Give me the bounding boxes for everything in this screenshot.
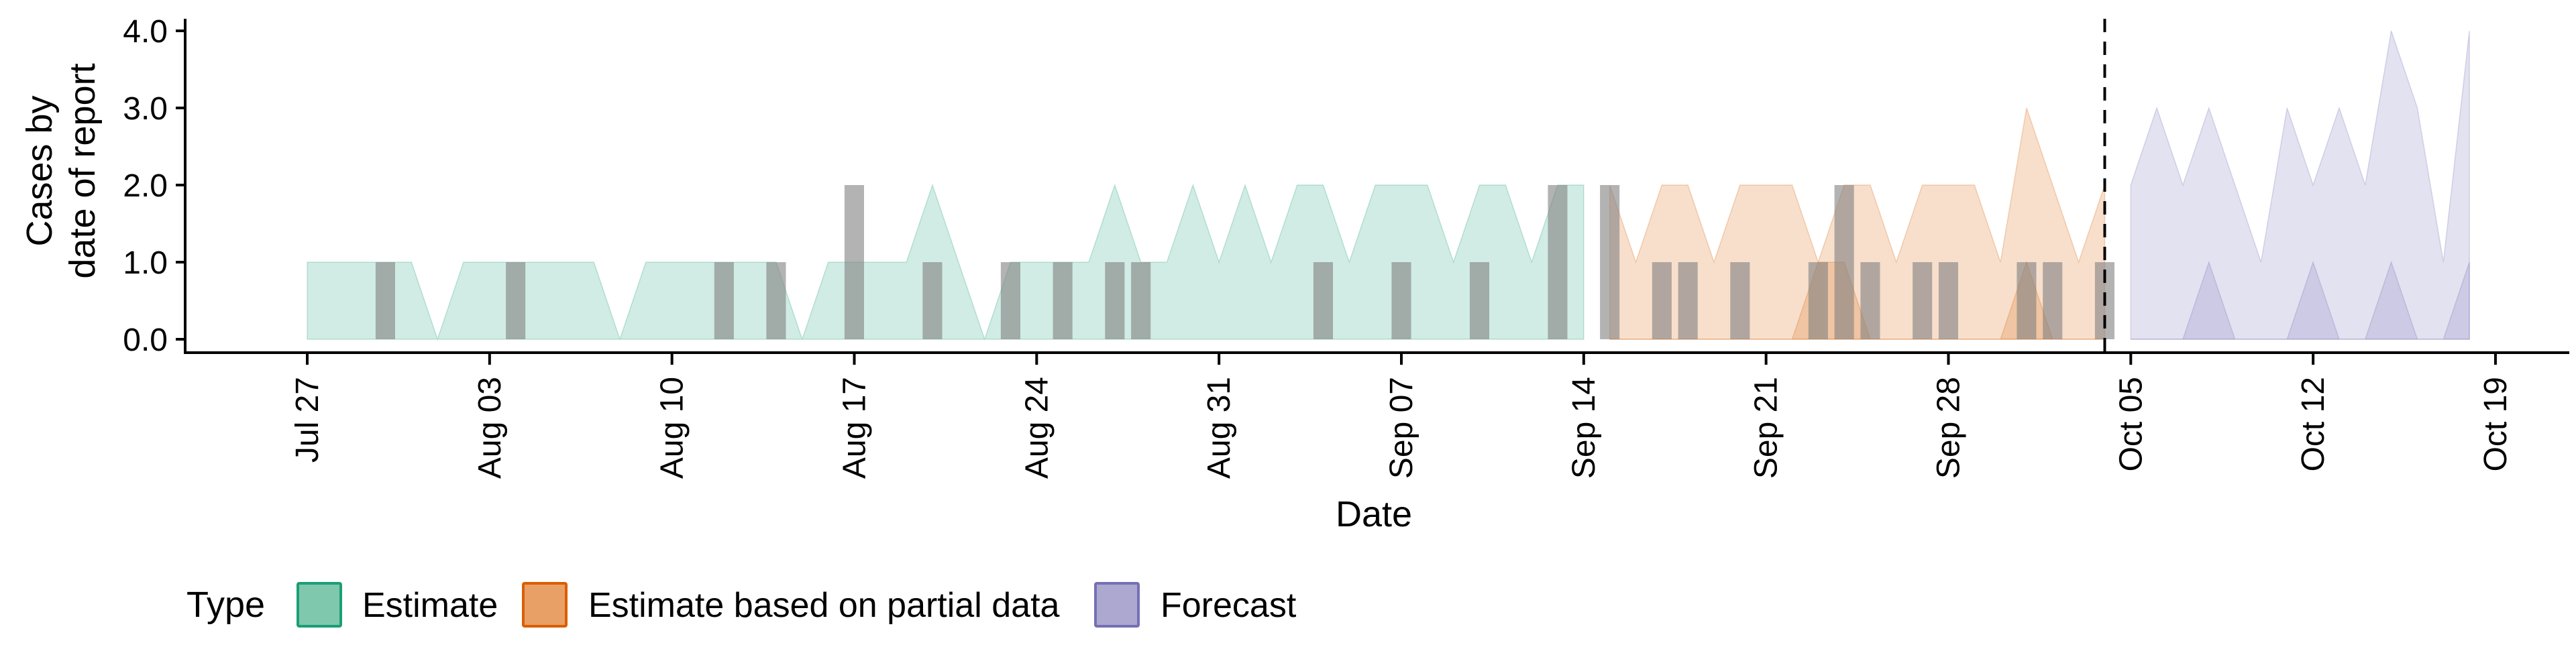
- y-tick-label: 4.0: [123, 14, 168, 50]
- reported-bar: [1548, 185, 1568, 339]
- legend-label-estimate: Estimate: [362, 586, 498, 625]
- reported-bar: [2043, 262, 2063, 339]
- legend-label-partial: Estimate based on partial data: [588, 586, 1060, 625]
- x-ticks: Jul 27 Aug 03 Aug 10 Aug 17 Aug 24 Aug 31 Sep …: [290, 353, 2514, 479]
- reported-bar: [1860, 262, 1880, 339]
- reported-bar: [1938, 262, 1958, 339]
- reported-bar: [1313, 262, 1333, 339]
- legend-title: Type: [186, 585, 265, 625]
- reported-bar: [1652, 262, 1672, 339]
- reported-bar: [1000, 262, 1020, 339]
- x-tick-label: Sep 28: [1931, 377, 1967, 479]
- reported-bar: [1600, 185, 1620, 339]
- x-tick-label: Sep 14: [1566, 377, 1602, 479]
- reported-bar: [1913, 262, 1933, 339]
- y-tick-label: 0.0: [123, 322, 168, 358]
- reported-bar: [844, 185, 864, 339]
- legend-swatch-partial: [522, 582, 568, 628]
- x-tick-label: Aug 10: [655, 377, 690, 479]
- y-tick-label: 3.0: [123, 91, 168, 127]
- band-forecast-0: [2130, 30, 2470, 340]
- y-tick-label: 2.0: [123, 168, 168, 204]
- legend-swatch-estimate: [297, 582, 342, 628]
- x-tick-label: Jul 27: [290, 377, 325, 463]
- x-tick-label: Aug 31: [1201, 377, 1237, 479]
- y-ticks: 0.0 1.0 2.0 3.0 4.0: [123, 14, 185, 358]
- reported-bar: [714, 262, 734, 339]
- bands-layer: [307, 30, 2470, 341]
- y-axis-label-line-2: date of report: [62, 63, 103, 278]
- reported-bar: [1131, 262, 1151, 339]
- reported-bar: [1469, 262, 1489, 339]
- x-tick-label: Sep 07: [1384, 377, 1419, 479]
- reported-bar: [1730, 262, 1750, 339]
- band-forecast-1: [2131, 260, 2470, 340]
- x-tick-label: Aug 17: [837, 377, 873, 479]
- reported-bar: [1678, 262, 1698, 339]
- x-tick-label: Oct 12: [2296, 377, 2331, 471]
- reported-bar: [1391, 262, 1411, 339]
- reported-bar: [922, 262, 943, 339]
- x-tick-label: Oct 05: [2113, 377, 2149, 471]
- legend-swatch-forecast: [1094, 582, 1140, 628]
- reported-bar: [766, 262, 786, 339]
- x-tick-label: Aug 24: [1019, 377, 1055, 479]
- reported-bar: [1834, 185, 1854, 339]
- x-tick-label: Oct 19: [2478, 377, 2514, 471]
- reported-bar: [1053, 262, 1073, 339]
- reported-bar: [506, 262, 526, 339]
- y-axis-label-line-1: Cases by: [19, 95, 60, 246]
- legend: Type Estimate Estimate based on partial …: [186, 582, 1297, 628]
- x-axis-label: Date: [1336, 494, 1412, 534]
- reported-bar: [2017, 262, 2037, 339]
- x-tick-label: Sep 21: [1749, 377, 1784, 479]
- reported-bar: [1105, 262, 1125, 339]
- y-tick-label: 1.0: [123, 245, 168, 281]
- legend-label-forecast: Forecast: [1161, 586, 1297, 625]
- x-tick-label: Aug 03: [472, 377, 508, 479]
- reported-bar: [1808, 262, 1828, 339]
- reported-bar: [375, 262, 395, 339]
